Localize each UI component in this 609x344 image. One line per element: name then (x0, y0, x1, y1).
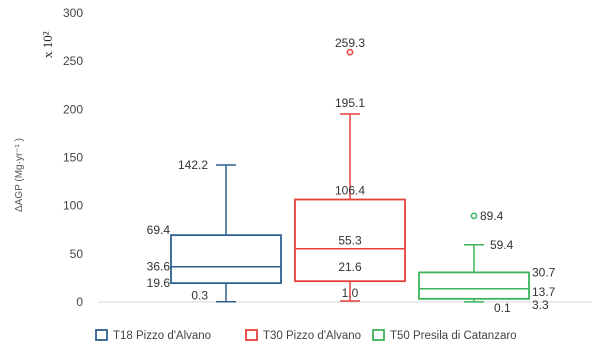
y-axis-label: ΔAGP (Mg·yr⁻¹ ) (14, 138, 25, 212)
y-tick-label: 150 (63, 151, 83, 165)
scale-note: x 10² (40, 31, 55, 58)
data-label-max: 59.4 (490, 238, 514, 252)
data-label-outlier: 89.4 (480, 209, 504, 223)
data-label-median: 13.7 (532, 285, 556, 299)
legend-swatch (372, 329, 385, 341)
box-series: 1.0 21.6 55.3 106.4 195.1 259.3 (294, 36, 406, 302)
data-label-q3: 69.4 (147, 223, 171, 237)
data-label-median: 55.3 (338, 234, 362, 248)
data-label-min: 1.0 (342, 286, 359, 300)
data-label-max: 195.1 (335, 96, 365, 110)
data-label-q1: 21.6 (338, 260, 362, 274)
legend-item: T18 Pizzo d'Alvano (95, 329, 211, 342)
box-series: 0.1 3.313.7 30.7 59.4 89.4 (418, 209, 556, 315)
box-iqr (170, 234, 282, 285)
legend: T18 Pizzo d'Alvano T30 Pizzo d'Alvano T50 … (95, 329, 517, 342)
y-tick-label: 200 (63, 102, 83, 116)
legend-label: T18 Pizzo d'Alvano (113, 330, 211, 342)
data-label-median: 36.6 (147, 260, 171, 274)
data-label-max: 142.2 (178, 158, 208, 172)
legend-label: T30 Pizzo d'Alvano (263, 330, 361, 342)
y-tick-label: 250 (63, 54, 83, 68)
legend-label: T50 Presila di Catanzaro (390, 330, 517, 342)
data-label-q3: 106.4 (335, 184, 365, 198)
box-iqr (294, 198, 406, 283)
y-tick-label: 50 (70, 247, 84, 261)
data-label-min: 0.1 (494, 301, 511, 315)
legend-swatch (245, 329, 258, 341)
y-axis: 0 50 100 150 200 250 300 (63, 6, 83, 309)
boxes: 0.3 19.6 36.6 69.4 142.2 1.0 21.6 55.3 106.4 195.… (147, 36, 556, 315)
legend-item: T50 Presila di Catanzaro (372, 329, 517, 342)
y-tick-label: 100 (63, 199, 83, 213)
y-tick-label: 0 (76, 295, 83, 309)
data-label-q1: 3.3 (532, 298, 549, 312)
data-label-q1: 19.6 (147, 276, 171, 290)
data-label-min: 0.3 (191, 289, 208, 303)
y-tick-label: 300 (63, 6, 83, 20)
data-label-outlier: 259.3 (335, 36, 365, 50)
data-label-q3: 30.7 (532, 265, 556, 279)
box-iqr (418, 271, 530, 300)
outlier-point (470, 212, 478, 220)
legend-swatch (95, 329, 108, 341)
box-series: 0.3 19.6 36.6 69.4 142.2 (147, 158, 282, 303)
legend-item: T30 Pizzo d'Alvano (245, 329, 361, 342)
outlier-point (346, 48, 354, 56)
